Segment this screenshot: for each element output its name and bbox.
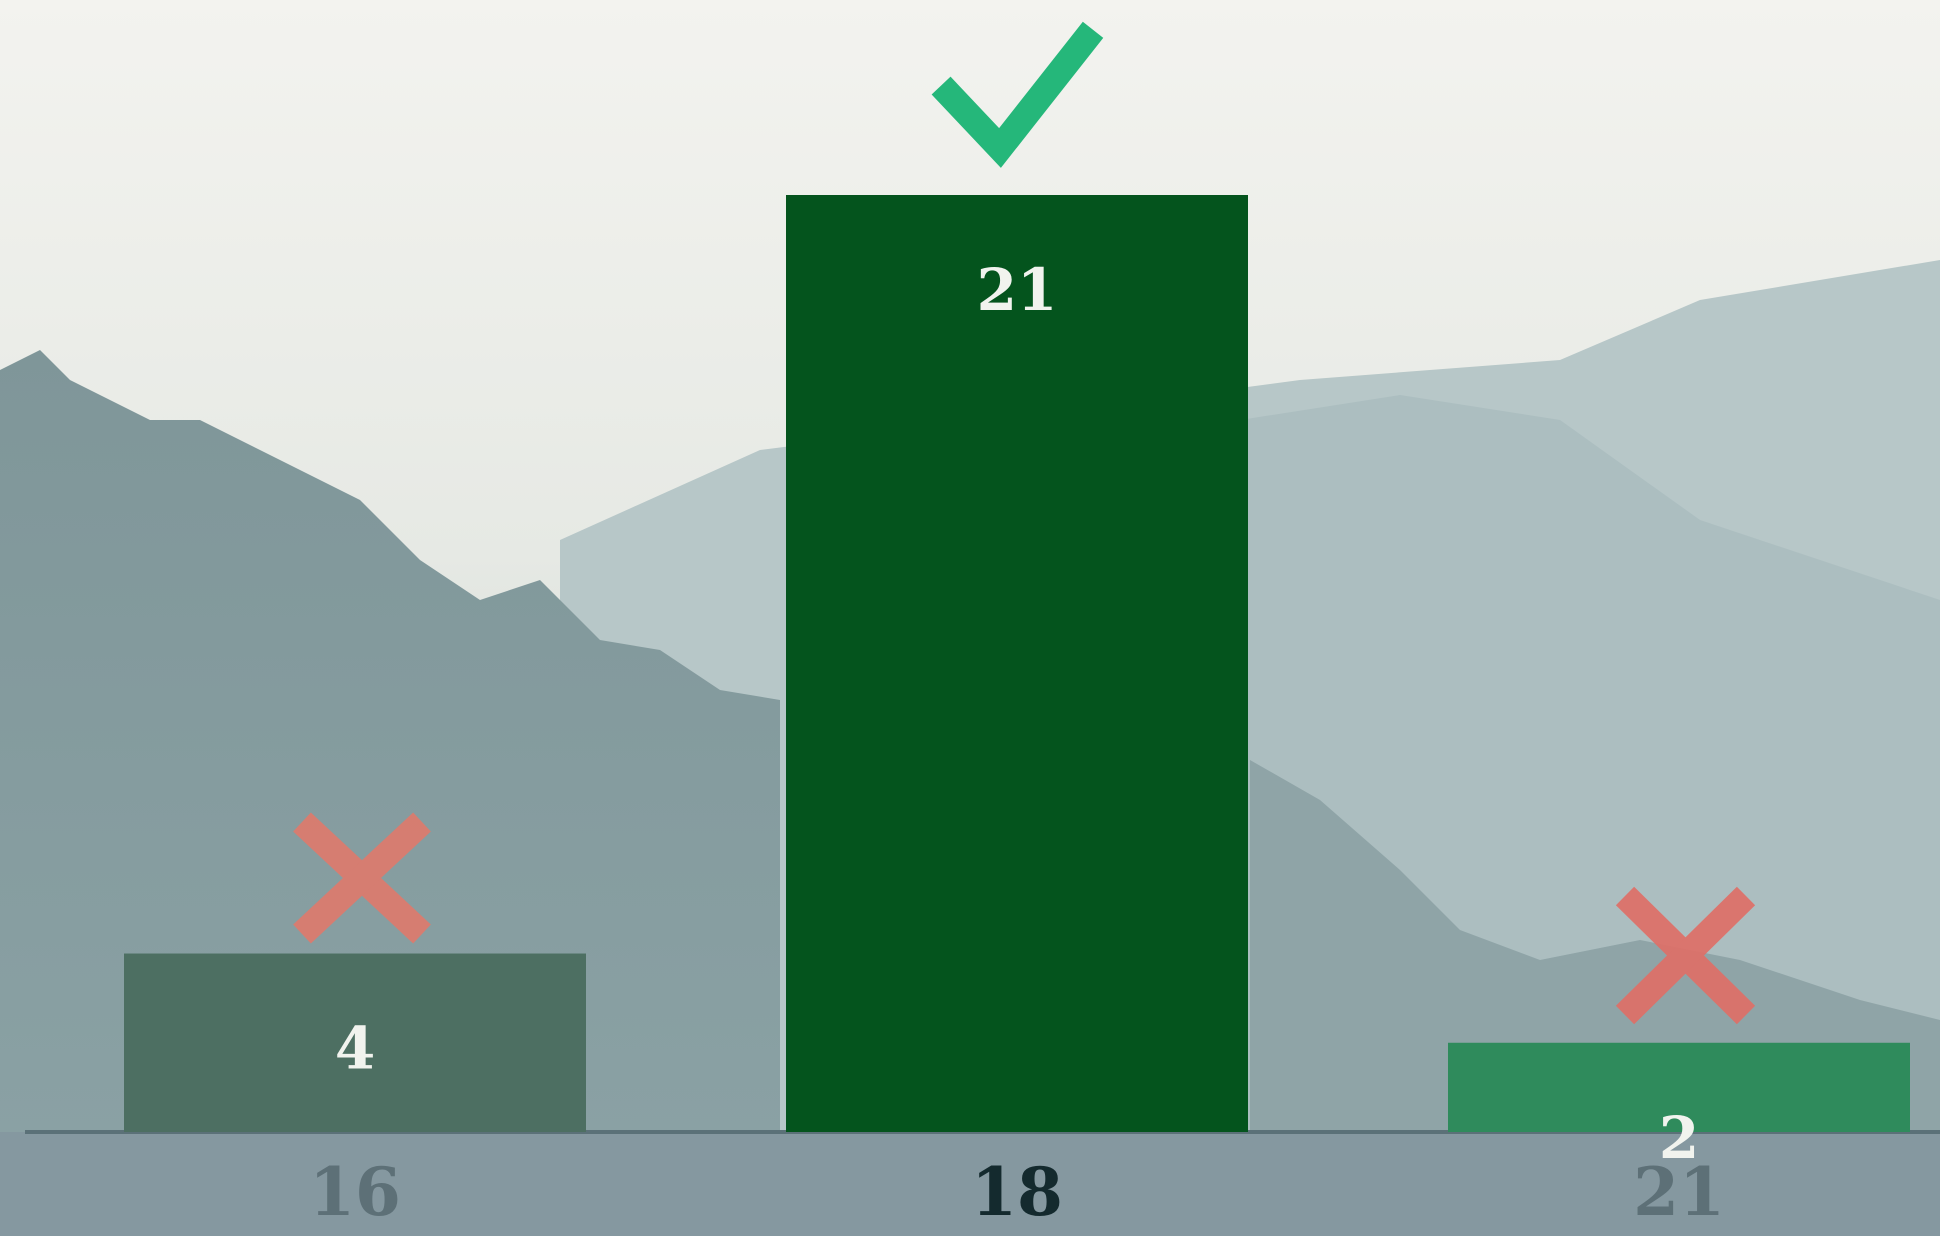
x-tick-label: 21: [1633, 1153, 1725, 1231]
value-label: 2: [1659, 1104, 1699, 1172]
forest: [0, 350, 780, 1140]
bar: [1448, 1042, 1910, 1132]
x-tick-label: 18: [971, 1153, 1063, 1231]
check-icon: [931, 21, 1104, 168]
x-tick-label: 16: [309, 1153, 401, 1231]
value-label: 21: [977, 256, 1058, 324]
cross-icon: [1615, 886, 1756, 1025]
cross-icon: [293, 812, 431, 944]
bar: [124, 953, 586, 1132]
value-label: 4: [335, 1015, 375, 1083]
bar: [786, 195, 1248, 1132]
ground-strip: [0, 1132, 1940, 1236]
